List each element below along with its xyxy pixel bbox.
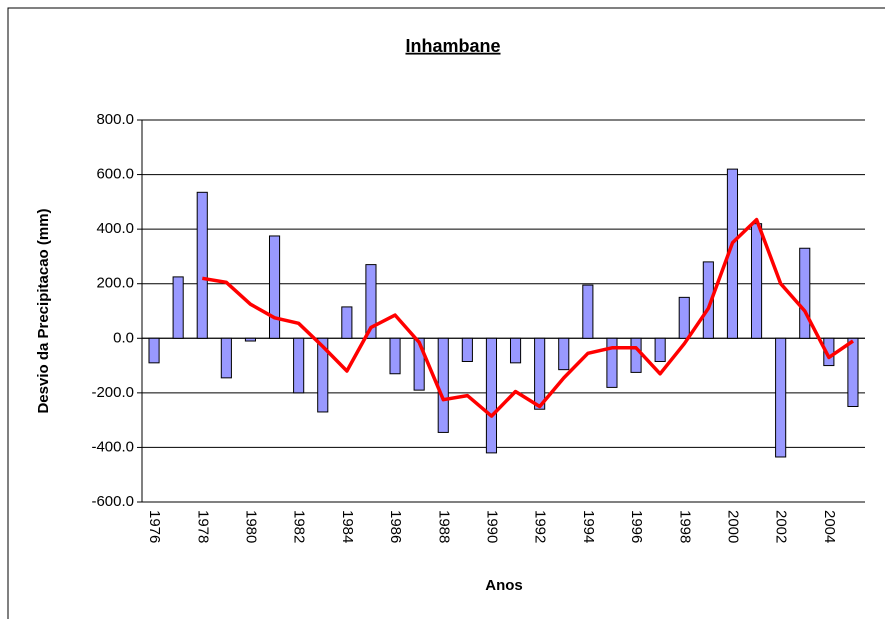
bar: [389, 337, 401, 375]
bar: [654, 337, 666, 362]
bar: [268, 235, 281, 339]
bar: [172, 276, 184, 339]
bar: [775, 337, 787, 458]
bar: [847, 337, 859, 407]
bar: [558, 337, 570, 371]
bar: [534, 337, 546, 410]
x-tick-label: 1984: [339, 510, 356, 543]
x-tick-label: 1982: [291, 510, 308, 543]
bar: [678, 296, 690, 339]
bar: [413, 337, 425, 391]
x-tick-label: 1990: [483, 510, 500, 543]
y-tick-label: 200.0: [96, 275, 134, 292]
chart-title: Inhambane: [405, 36, 500, 56]
x-tick-label: 1976: [146, 510, 163, 543]
x-axis-label: Anos: [485, 577, 523, 594]
x-tick-label: 1980: [242, 510, 259, 543]
x-tick-label: 1992: [532, 510, 549, 543]
y-tick-label: -200.0: [91, 384, 134, 401]
x-tick-label: 2000: [724, 510, 741, 543]
trend-line: [202, 217, 854, 418]
bar: [148, 337, 160, 364]
x-tick-label: 1978: [194, 510, 211, 543]
y-tick-label: -600.0: [91, 493, 134, 510]
bar: [582, 284, 594, 339]
bar: [244, 337, 257, 342]
bar: [485, 337, 498, 454]
bar: [437, 337, 449, 433]
bar: [606, 337, 618, 388]
bar: [341, 306, 353, 339]
y-tick-label: 400.0: [96, 220, 134, 237]
y-tick-label: -400.0: [91, 438, 134, 455]
y-tick-label: 0.0: [113, 329, 134, 346]
x-tick-label: 1986: [387, 510, 404, 543]
y-axis-label: Desvio da Precipitacao (mm): [35, 208, 52, 413]
bar: [293, 337, 305, 394]
bar: [750, 223, 763, 339]
x-tick-label: 2004: [821, 510, 838, 543]
x-tick-label: 1994: [580, 510, 597, 543]
bar: [461, 337, 473, 362]
bar: [630, 337, 642, 373]
bar: [509, 337, 522, 364]
bar: [365, 264, 377, 339]
bar: [702, 261, 714, 339]
x-tick-label: 2002: [773, 510, 790, 543]
x-tick-label: 1988: [435, 510, 452, 543]
x-tick-label: 1998: [676, 510, 693, 543]
y-tick-label: 600.0: [96, 166, 134, 183]
bar: [196, 191, 208, 339]
bar: [799, 247, 811, 339]
bar: [220, 337, 232, 379]
bar: [317, 337, 329, 413]
y-tick-label: 800.0: [96, 111, 134, 128]
x-tick-label: 1996: [628, 510, 645, 543]
